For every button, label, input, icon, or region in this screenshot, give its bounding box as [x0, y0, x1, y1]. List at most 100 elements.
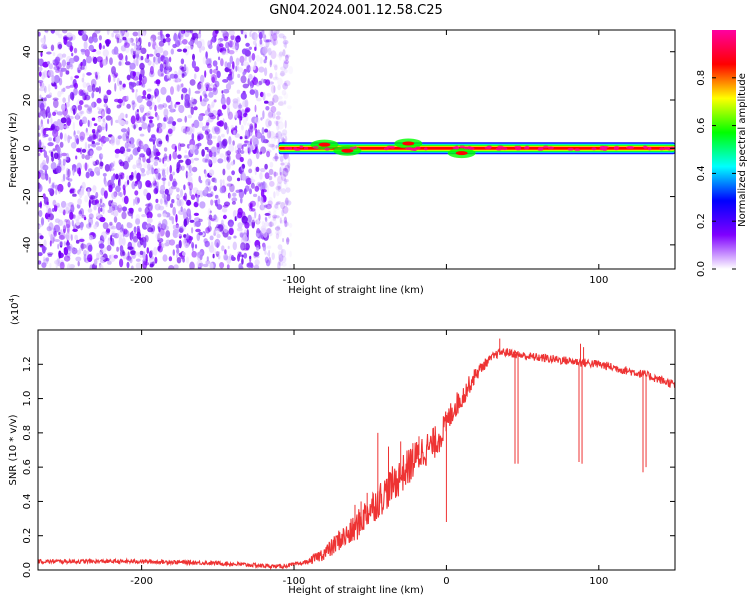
noise-blob	[176, 257, 182, 264]
noise-blob	[238, 103, 242, 112]
noise-blob	[266, 130, 272, 139]
noise-blob	[96, 50, 102, 55]
noise-blob	[237, 211, 243, 219]
noise-blob	[264, 212, 271, 216]
noise-blob	[39, 223, 43, 228]
noise-blob	[87, 119, 90, 128]
noise-blob	[264, 256, 269, 264]
noise-blob	[275, 144, 278, 149]
noise-blob	[260, 225, 267, 233]
noise-blob	[102, 45, 106, 50]
noise-blob	[240, 75, 247, 84]
noise-blob	[268, 221, 274, 227]
noise-blob	[185, 30, 191, 33]
noise-blob	[164, 200, 168, 204]
noise-blob	[144, 57, 150, 63]
noise-blob	[142, 155, 146, 163]
noise-blob	[72, 121, 75, 131]
noise-blob	[89, 150, 93, 156]
noise-blob	[201, 149, 205, 157]
noise-blob	[233, 235, 237, 239]
noise-blob	[178, 104, 185, 114]
noise-blob	[278, 51, 282, 61]
noise-blob	[38, 58, 42, 65]
y-tick-label: 0.0	[22, 562, 33, 578]
noise-blob	[86, 82, 91, 88]
noise-blob	[146, 158, 152, 164]
noise-blob	[156, 95, 161, 103]
noise-blob	[38, 225, 41, 229]
noise-blob	[57, 90, 62, 98]
noise-blob	[191, 242, 195, 249]
noise-blob	[249, 89, 255, 95]
spectrogram-noise-field	[38, 30, 294, 269]
noise-blob	[45, 215, 50, 219]
noise-blob	[73, 47, 78, 54]
noise-blob	[113, 216, 118, 223]
noise-blob	[118, 53, 124, 61]
noise-blob	[255, 81, 261, 87]
noise-blob	[96, 203, 101, 207]
noise-blob	[228, 227, 234, 236]
noise-blob	[192, 53, 195, 61]
noise-blob	[143, 188, 148, 197]
noise-blob	[253, 193, 258, 198]
noise-blob	[244, 48, 250, 55]
noise-blob	[179, 143, 186, 147]
noise-blob	[130, 143, 135, 149]
noise-blob	[240, 30, 244, 35]
noise-blob	[94, 166, 101, 174]
noise-blob	[227, 74, 233, 82]
noise-blob	[247, 130, 250, 140]
noise-blob	[182, 128, 186, 134]
noise-blob	[262, 243, 267, 252]
spectrogram-x-ticks: -200 -100 100	[130, 30, 608, 286]
noise-blob	[109, 254, 112, 259]
noise-blob	[43, 70, 48, 78]
noise-blob	[130, 250, 137, 255]
noise-blob	[71, 52, 74, 57]
noise-blob	[59, 132, 63, 140]
noise-blob	[109, 221, 113, 226]
noise-blob	[218, 56, 221, 61]
noise-blob	[88, 222, 92, 228]
noise-blob	[84, 154, 91, 160]
noise-blob	[219, 179, 223, 184]
noise-blob	[79, 191, 83, 199]
noise-blob	[131, 230, 134, 240]
noise-blob	[220, 46, 224, 53]
noise-blob	[68, 57, 75, 64]
noise-blob	[116, 246, 119, 252]
noise-blob	[43, 239, 47, 248]
noise-blob	[77, 104, 83, 111]
noise-blob	[211, 135, 217, 139]
noise-blob	[66, 32, 73, 38]
noise-blob	[176, 48, 183, 53]
noise-blob	[93, 224, 98, 230]
signal-speck	[312, 145, 319, 149]
noise-blob	[60, 117, 67, 124]
noise-blob	[198, 218, 203, 223]
noise-blob	[92, 144, 97, 148]
noise-blob	[208, 151, 213, 158]
noise-blob	[153, 187, 158, 195]
noise-blob	[50, 151, 54, 158]
noise-blob	[245, 115, 249, 122]
noise-blob	[48, 213, 54, 221]
noise-blob	[65, 234, 70, 240]
noise-blob	[261, 30, 265, 36]
noise-blob	[84, 195, 89, 203]
noise-blob	[247, 214, 252, 223]
noise-blob	[38, 252, 43, 257]
noise-blob	[100, 207, 103, 212]
noise-blob	[252, 65, 256, 71]
noise-blob	[190, 106, 194, 115]
noise-blob	[47, 252, 54, 256]
noise-blob	[226, 175, 233, 182]
noise-blob	[180, 58, 185, 65]
noise-blob	[153, 56, 156, 63]
noise-blob	[55, 135, 61, 144]
noise-blob	[119, 120, 126, 126]
noise-blob	[130, 265, 134, 269]
noise-blob	[249, 200, 256, 207]
